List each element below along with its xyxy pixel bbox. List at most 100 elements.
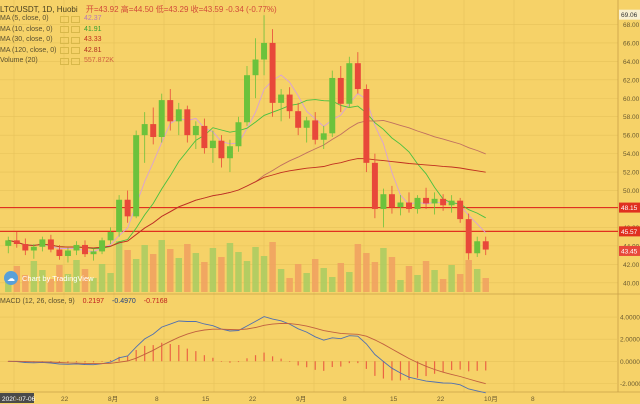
macd-histogram-bar — [7, 361, 9, 362]
settings-box-icon[interactable] — [60, 26, 69, 34]
volume-bar — [277, 269, 285, 292]
macd-histogram-bar — [391, 361, 393, 381]
price-tick-label: 40.00 — [623, 280, 640, 287]
price-tick-label: 56.00 — [623, 133, 640, 140]
volume-bar — [175, 258, 183, 292]
volume-bar — [243, 261, 251, 292]
candle-body — [124, 199, 131, 217]
candle-body — [261, 42, 268, 60]
macd-histogram-bar — [118, 356, 120, 362]
macd-histogram-bar — [425, 361, 427, 377]
macd-histogram-bar — [58, 361, 61, 363]
candle-body — [371, 162, 378, 209]
price-badge-top: 69.06 — [621, 12, 638, 19]
candle-body — [252, 59, 259, 76]
volume-bar — [431, 270, 438, 292]
legend-row-ma120[interactable]: MA (120, close, 0) 42.81 — [0, 46, 102, 55]
candle-body — [482, 241, 489, 250]
macd-histogram-bar — [161, 342, 163, 362]
volume-bar — [167, 249, 174, 292]
macd-histogram-bar — [203, 355, 205, 362]
time-tick-label: 15 — [390, 396, 398, 403]
price-tick-label: 66.00 — [623, 40, 640, 47]
eye-icon[interactable] — [71, 36, 80, 44]
symbol-label[interactable]: LTC/USDT, 1D, Huobi — [0, 5, 78, 14]
settings-box-icon[interactable] — [60, 36, 69, 44]
macd-histogram-bar — [433, 361, 436, 374]
candle-body — [414, 197, 421, 209]
macd-histogram-bar — [382, 361, 385, 379]
macd-histogram-bar — [92, 361, 95, 363]
candle-body — [82, 244, 88, 255]
macd-histogram-bar — [289, 361, 291, 362]
eye-icon[interactable] — [71, 47, 80, 55]
time-tick-label: 15 — [202, 396, 210, 403]
volume-bar — [98, 264, 106, 292]
macd-tick-label: 2.0000 — [620, 337, 640, 344]
volume-bar — [405, 266, 413, 292]
candle-body — [423, 197, 430, 204]
volume-bar — [56, 265, 63, 292]
tradingview-watermark[interactable]: ☁ Chart by TradingView — [4, 271, 94, 285]
legend-row-volume[interactable]: Volume (20) 557.872K — [0, 57, 114, 65]
macd-signal-line — [8, 322, 486, 385]
price-badge-level-2: 45.57 — [621, 229, 638, 236]
time-tick-label: 9月 — [296, 395, 306, 403]
volume-bar — [294, 264, 302, 292]
volume-bar — [124, 250, 131, 292]
volume-bar — [422, 261, 430, 292]
macd-histogram-bar — [374, 361, 376, 376]
macd-histogram-bar — [186, 348, 188, 362]
volume-bar — [22, 275, 29, 292]
macd-histogram-bar — [442, 361, 444, 373]
macd-histogram-bar — [67, 361, 69, 363]
price-tick-label: 68.00 — [623, 22, 640, 29]
volume-bar — [320, 268, 327, 292]
macd-label: MACD (12, 26, close, 9) — [0, 298, 75, 305]
settings-box-icon[interactable] — [60, 47, 69, 55]
macd-histogram-bar — [314, 361, 316, 370]
price-badge-current-bg — [619, 245, 640, 256]
candle-body — [235, 122, 242, 147]
macd-histogram-bar — [237, 361, 240, 363]
volume-bar — [482, 278, 489, 292]
candle-body — [337, 77, 344, 104]
legend-row-ma10[interactable]: MA (10, close, 0) 41.91 — [0, 25, 102, 34]
eye-icon[interactable] — [71, 15, 80, 23]
settings-box-icon[interactable] — [60, 15, 69, 23]
candle-body — [218, 140, 225, 159]
macd-value: 0.2197 — [82, 298, 105, 305]
volume-bar — [303, 273, 310, 292]
macd-histogram-bar — [135, 350, 137, 362]
macd-histogram-bar — [408, 361, 410, 380]
candle-body — [278, 94, 285, 103]
legend-row-ma30[interactable]: MA (30, close, 0) 43.33 — [0, 36, 102, 44]
volume-bar — [414, 275, 421, 292]
ohlc-readout: 开=43.92 高=44.50 低=43.29 收=43.59 -0.34 (-… — [85, 5, 277, 14]
eye-icon[interactable] — [71, 57, 80, 65]
eye-icon[interactable] — [71, 26, 80, 34]
macd-histogram-bar — [84, 361, 86, 363]
macd-legend[interactable]: MACD (12, 26, close, 9) 0.2197 -0.4970 -… — [0, 298, 173, 305]
settings-box-icon[interactable] — [60, 57, 69, 65]
legend-row-ma5[interactable]: MA (5, close, 0) 42.37 — [0, 15, 102, 23]
price-badge-level-2-bg — [619, 226, 640, 237]
candle-body — [64, 250, 71, 257]
candle-body — [192, 125, 199, 136]
candle-body — [158, 100, 165, 138]
volume-bar — [201, 262, 208, 292]
macd-histogram-bar — [365, 361, 367, 369]
candle-body — [363, 89, 370, 163]
time-tick-label: 2020-07-06 — [2, 396, 36, 403]
macd-histogram-bar — [229, 361, 231, 363]
macd-tick-label: 4.0000 — [620, 315, 640, 322]
volume-bar — [226, 243, 234, 292]
candle-body — [440, 198, 447, 206]
candle-body — [90, 251, 97, 255]
macd-signal-value: -0.4970 — [112, 298, 136, 305]
volume-bar — [5, 280, 12, 292]
macd-histogram-bar — [195, 351, 197, 362]
macd-histogram-bar — [178, 344, 180, 362]
volume-bar — [81, 269, 89, 292]
